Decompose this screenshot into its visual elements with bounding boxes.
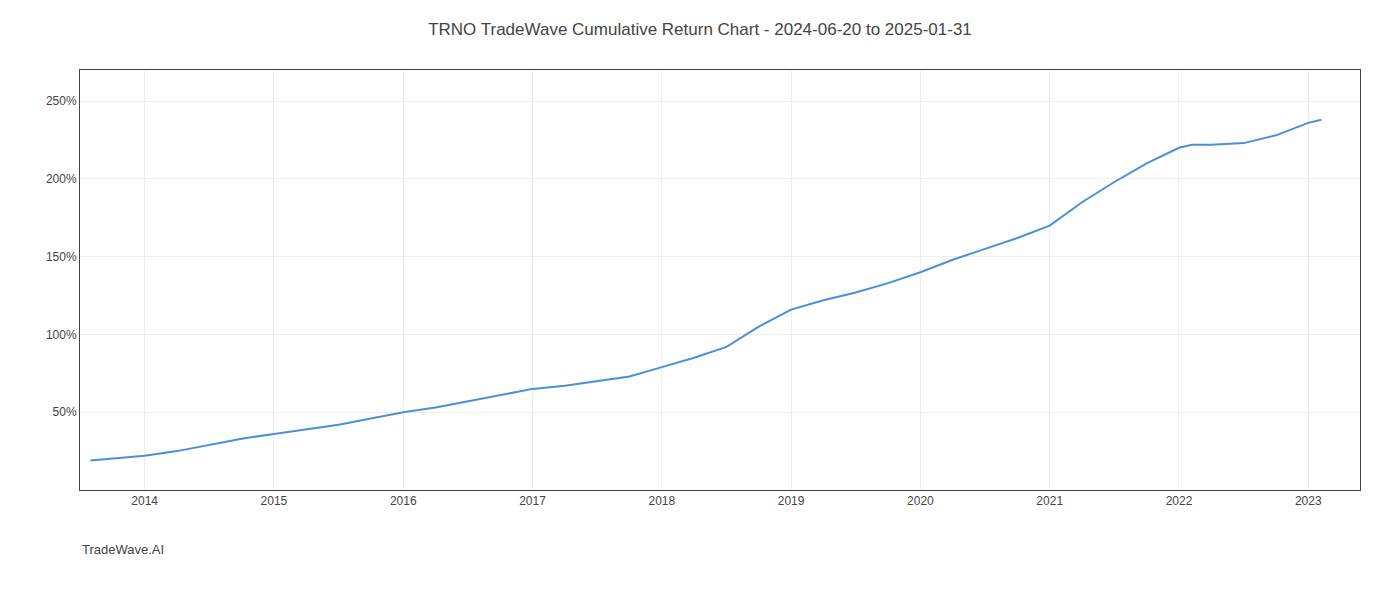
svg-text:50%: 50% (53, 405, 77, 419)
svg-text:2018: 2018 (648, 494, 675, 508)
svg-text:2020: 2020 (907, 494, 934, 508)
svg-text:150%: 150% (46, 250, 77, 264)
svg-text:TRNO TradeWave Cumulative Retu: TRNO TradeWave Cumulative Return Chart -… (428, 20, 972, 39)
svg-text:2021: 2021 (1036, 494, 1063, 508)
svg-text:100%: 100% (46, 328, 77, 342)
svg-text:2017: 2017 (519, 494, 546, 508)
svg-text:2023: 2023 (1295, 494, 1322, 508)
svg-text:200%: 200% (46, 172, 77, 186)
svg-text:2015: 2015 (261, 494, 288, 508)
svg-text:2022: 2022 (1166, 494, 1193, 508)
svg-text:250%: 250% (46, 94, 77, 108)
svg-text:TradeWave.AI: TradeWave.AI (82, 542, 164, 557)
svg-text:2019: 2019 (778, 494, 805, 508)
svg-text:2016: 2016 (390, 494, 417, 508)
svg-text:2014: 2014 (131, 494, 158, 508)
